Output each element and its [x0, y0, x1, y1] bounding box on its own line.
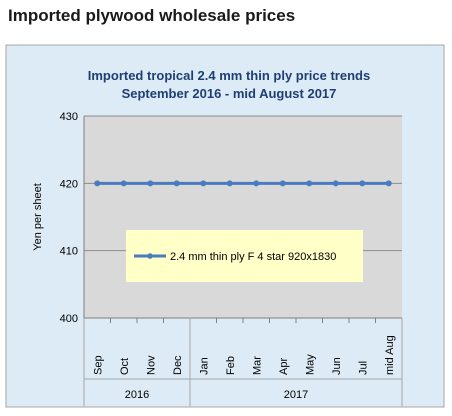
y-axis-title: Yen per sheet [32, 183, 44, 250]
x-tick-label: Feb [225, 356, 237, 375]
page-heading: Imported plywood wholesale prices [8, 6, 296, 25]
x-tick-label: Dec [172, 355, 184, 375]
x-tick-label: Jun [331, 357, 343, 375]
group-label: 2016 [125, 389, 149, 401]
data-point [332, 180, 339, 187]
y-tick-label: 430 [60, 111, 78, 123]
legend: 2.4 mm thin ply F 4 star 920x1830 [126, 230, 363, 282]
x-tick-label: Mar [251, 356, 263, 375]
x-tick-label: Nov [145, 355, 157, 375]
data-point [226, 180, 233, 187]
y-tick-label: 420 [60, 178, 78, 190]
data-point [173, 180, 180, 187]
series-layer [94, 180, 392, 187]
x-tick-label: Apr [278, 358, 290, 375]
chart-title-line-1: Imported tropical 2.4 mm thin ply price … [88, 68, 370, 83]
chart-title-line-2: September 2016 - mid August 2017 [122, 86, 337, 101]
plot-area [84, 116, 402, 318]
group-label: 2017 [284, 389, 308, 401]
data-point [385, 180, 392, 187]
x-tick-label: May [304, 354, 316, 375]
x-tick-label: Jan [198, 357, 210, 375]
x-tick-label: Sep [92, 355, 104, 375]
data-point [120, 180, 127, 187]
legend-swatch-marker [147, 253, 153, 259]
y-tick-label: 400 [60, 313, 78, 325]
data-point [200, 180, 207, 187]
data-point [94, 180, 101, 187]
x-tick-label: Oct [119, 358, 131, 375]
data-point [359, 180, 366, 187]
x-tick-label: Jul [357, 361, 369, 375]
x-tick-label: mid Aug [384, 335, 396, 375]
data-point [279, 180, 286, 187]
y-tick-label: 410 [60, 246, 78, 258]
data-point [147, 180, 154, 187]
legend-label: 2.4 mm thin ply F 4 star 920x1830 [170, 251, 336, 263]
data-point [253, 180, 260, 187]
data-point [306, 180, 313, 187]
axes: 400 410 420 430 Sep Oct Nov Dec Jan Feb Mar Apr May J… [60, 111, 403, 406]
